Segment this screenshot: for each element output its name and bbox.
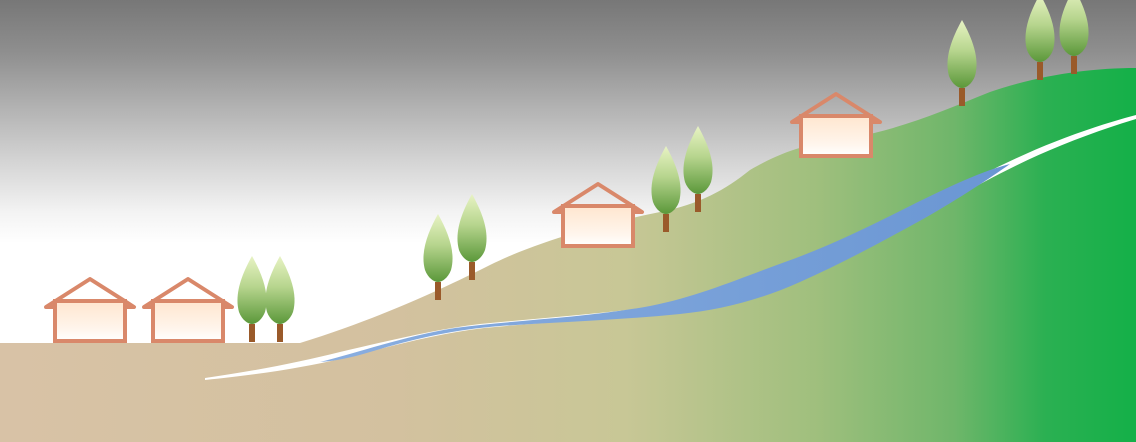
hillside xyxy=(0,68,1136,442)
